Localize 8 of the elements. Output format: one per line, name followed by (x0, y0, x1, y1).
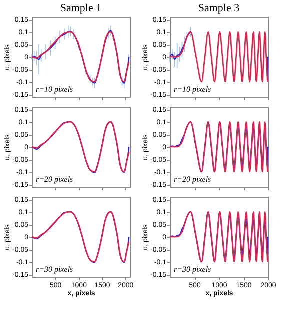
annotation: r=30 pixels (36, 265, 74, 274)
annotation: r=10 pixels (36, 85, 74, 94)
chart-title: Sample 3 (198, 2, 240, 14)
annotation: r=20 pixels (174, 175, 212, 184)
chart-title: Sample 1 (60, 2, 102, 14)
annotation: r=30 pixels (174, 265, 212, 274)
annotation: r=20 pixels (36, 175, 74, 184)
annotation: r=10 pixels (174, 85, 212, 94)
